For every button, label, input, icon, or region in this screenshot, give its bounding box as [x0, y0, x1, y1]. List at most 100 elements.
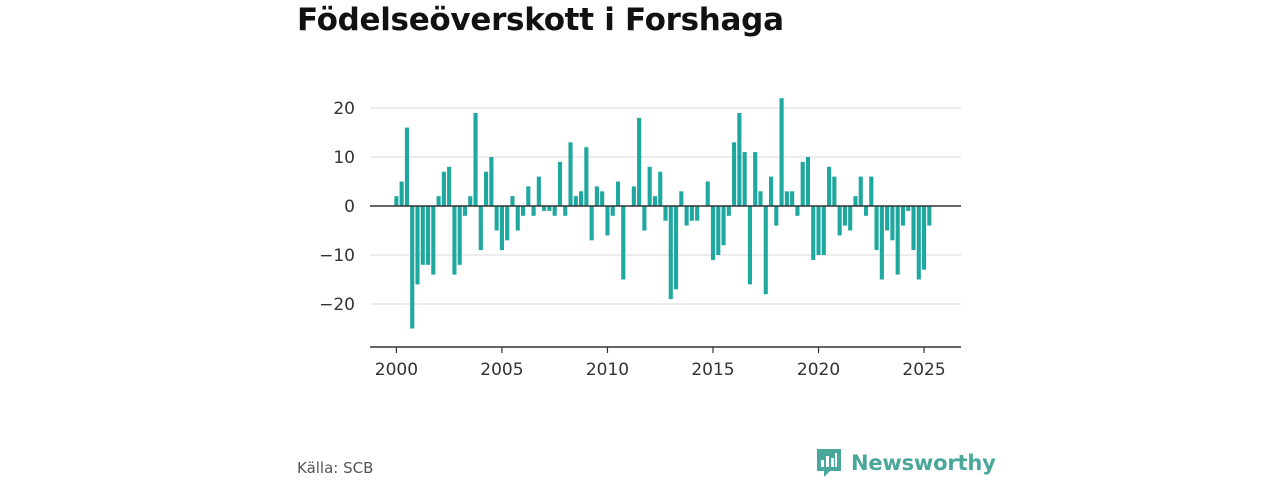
bar: [637, 117, 642, 206]
bar: [842, 206, 847, 226]
bar: [441, 171, 446, 206]
bar: [853, 196, 858, 206]
logo-wordmark: Newsworthy: [851, 451, 996, 475]
y-tick-label: 0: [344, 197, 355, 217]
bar: [468, 196, 473, 206]
bar: [594, 186, 599, 206]
bar: [805, 157, 811, 206]
bar: [742, 152, 747, 206]
y-tick-label: 20: [333, 99, 355, 119]
bar: [911, 206, 916, 251]
bar: [800, 161, 805, 206]
bar: [869, 176, 874, 206]
bar: [484, 171, 489, 206]
bar: [579, 191, 584, 206]
gridlines: [370, 107, 961, 305]
bar-chart-logo-icon: [817, 449, 841, 477]
bar: [916, 206, 921, 280]
bar: [526, 186, 531, 206]
bar: [758, 191, 763, 206]
bar: [652, 196, 658, 206]
bar: [610, 206, 615, 216]
bar: [848, 206, 853, 231]
bar: [705, 181, 710, 206]
bar: [895, 206, 900, 275]
bar: [510, 196, 515, 206]
x-tick-label: 2010: [586, 360, 629, 380]
y-tick-label: 10: [333, 148, 355, 168]
bar: [679, 191, 684, 206]
bar: [494, 206, 499, 231]
bar: [420, 206, 425, 265]
bar: [906, 206, 911, 211]
x-axis-ticks: 2000 2005 2010 2015 2020 2025: [375, 347, 946, 380]
x-tick-label: 2020: [797, 360, 840, 380]
bar: [900, 206, 906, 226]
bar: [874, 206, 879, 251]
bar: [668, 206, 673, 300]
bar: [431, 206, 436, 275]
y-tick-label: −10: [319, 246, 355, 266]
source-note: Källa: SCB: [297, 459, 374, 477]
bar: [816, 206, 821, 255]
bar: [410, 206, 415, 329]
bar: [605, 206, 610, 236]
bar: [615, 181, 621, 206]
bar: [927, 206, 932, 226]
y-tick-label: −20: [319, 295, 355, 315]
bar: [536, 176, 541, 206]
bar: [763, 206, 768, 295]
bar: [531, 206, 536, 216]
bar: [436, 196, 441, 206]
chart-title: Födelseöverskott i Forshaga: [297, 2, 784, 38]
bar: [499, 206, 504, 251]
bar: [447, 166, 452, 206]
bar: [394, 196, 399, 206]
bar: [425, 206, 431, 265]
bar: [795, 206, 800, 216]
bar: [568, 142, 573, 206]
bar: [863, 206, 869, 216]
bar: [774, 206, 779, 226]
bar: [885, 206, 890, 231]
bar: [547, 206, 552, 211]
bar: [589, 206, 594, 241]
bar: [790, 191, 795, 206]
bar: [478, 206, 483, 251]
bar: [684, 206, 689, 226]
bar: [573, 196, 578, 206]
bar: [737, 112, 742, 206]
bar: [505, 206, 510, 241]
bar: [457, 206, 462, 265]
x-tick-label: 2015: [691, 360, 734, 380]
bar: [515, 206, 520, 231]
bar: [663, 206, 668, 221]
bar: [747, 206, 752, 285]
bars: [394, 98, 932, 329]
bar: [452, 206, 457, 275]
bar: [557, 161, 563, 206]
bar: [768, 176, 774, 206]
bar: [621, 206, 626, 280]
bar: [784, 191, 789, 206]
bar: [811, 206, 816, 260]
bar: [726, 206, 731, 216]
bar: [858, 176, 863, 206]
bar: [674, 206, 679, 290]
bar: [584, 147, 589, 206]
bar: [779, 98, 784, 206]
bar: [399, 181, 404, 206]
bar: [600, 191, 605, 206]
bar: [753, 152, 758, 206]
bar: [716, 206, 721, 255]
bar: [710, 206, 716, 260]
bar: [922, 206, 927, 270]
bar: [890, 206, 895, 241]
bar: [832, 176, 837, 206]
bar: [415, 206, 420, 285]
y-axis-ticks: 20 10 0 −10 −20: [319, 99, 355, 315]
bar: [689, 206, 694, 221]
bar: [827, 166, 832, 206]
bar: [695, 206, 700, 221]
